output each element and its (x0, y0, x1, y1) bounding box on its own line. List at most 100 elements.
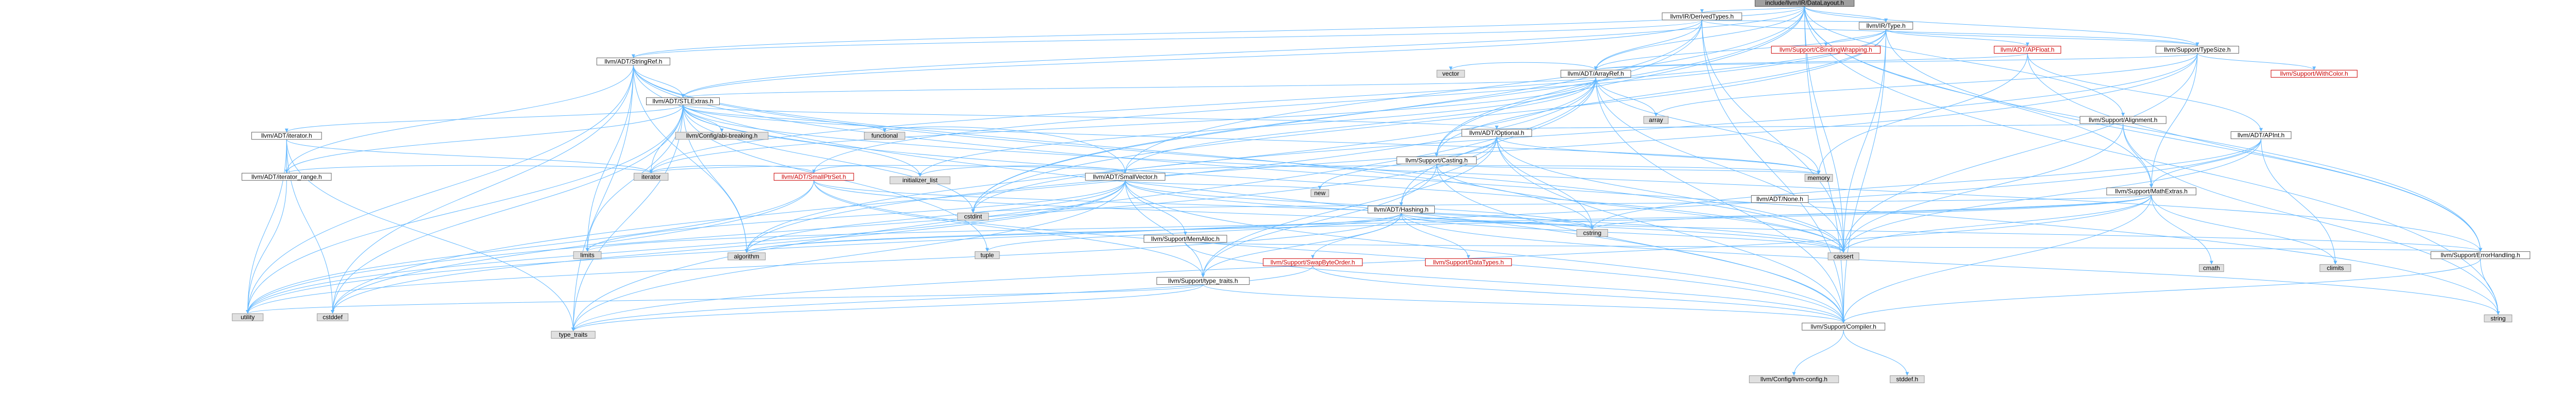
node-label: string (2490, 315, 2505, 322)
node-llvmconfig[interactable]: llvm/Config/llvm-config.h (1749, 376, 1839, 383)
node-label: llvm/Support/MathExtras.h (2115, 188, 2188, 195)
node-iterator_std[interactable]: iterator (634, 173, 668, 180)
node-tuple[interactable]: tuple (975, 252, 999, 259)
edge-mathextras-to-climits (2151, 195, 2335, 265)
node-hashing[interactable]: llvm/ADT/Hashing.h (1368, 206, 1434, 213)
node-array[interactable]: array (1643, 116, 1668, 124)
node-utility[interactable]: utility (232, 314, 263, 321)
node-typetraits[interactable]: llvm/Support/type_traits.h (1157, 278, 1249, 285)
node-arrayref[interactable]: llvm/ADT/ArrayRef.h (1561, 70, 1631, 77)
edge-typetraits-to-compiler (1203, 285, 1843, 323)
node-apint[interactable]: llvm/ADT/APInt.h (2231, 132, 2291, 139)
node-compiler[interactable]: llvm/Support/Compiler.h (1802, 323, 1885, 330)
node-label: llvm/ADT/Hashing.h (1374, 206, 1429, 213)
node-limits[interactable]: limits (573, 252, 601, 259)
edge-root-to-irtype (1805, 6, 1886, 22)
edge-root-to-errhandling (1805, 6, 2481, 251)
node-smallvector[interactable]: llvm/ADT/SmallVector.h (1086, 173, 1165, 180)
edge-arrayref-to-array (1596, 77, 1656, 116)
node-label: llvm/Support/WithColor.h (2280, 70, 2348, 77)
edge-apfloat-to-memory (1819, 54, 2027, 175)
node-cstddef[interactable]: cstddef (317, 314, 348, 321)
node-label: llvm/Support/SwapByteOrder.h (1270, 258, 1355, 266)
node-optional[interactable]: llvm/ADT/Optional.h (1462, 129, 1532, 136)
edge-stringref-to-cstddef (333, 65, 634, 314)
node-cstring[interactable]: cstring (1577, 229, 1608, 236)
node-typesize[interactable]: llvm/Support/TypeSize.h (2156, 46, 2239, 54)
node-label: cstdint (964, 213, 982, 220)
node-stringref[interactable]: llvm/ADT/StringRef.h (597, 58, 670, 65)
node-climits[interactable]: climits (2320, 265, 2351, 272)
edge-hashing-to-tuple (987, 213, 1401, 252)
edge-apint-to-utility (248, 139, 2261, 314)
node-cmath[interactable]: cmath (2199, 265, 2224, 272)
node-casting[interactable]: llvm/Support/Casting.h (1397, 157, 1477, 164)
node-cstdint[interactable]: cstdint (958, 213, 989, 220)
node-algorithm[interactable]: algorithm (728, 253, 766, 260)
edge-casting-to-cassert (1436, 164, 1843, 252)
node-label: stddef.h (1896, 376, 1919, 383)
node-label: llvm/ADT/iterator_range.h (251, 173, 322, 180)
edge-derived-to-stlextras (683, 20, 1702, 98)
node-derived[interactable]: llvm/IR/DerivedTypes.h (1662, 13, 1742, 20)
edge-smallvector-to-memory (1125, 166, 1819, 175)
node-type_traits[interactable]: type_traits (551, 331, 595, 338)
node-cfgabi[interactable]: llvm/Config/abi-breaking.h (675, 132, 768, 140)
node-errhandling[interactable]: llvm/Support/ErrorHandling.h (2431, 252, 2530, 259)
node-smallptrset[interactable]: llvm/ADT/SmallPtrSet.h (774, 173, 854, 180)
node-vector[interactable]: vector (1437, 70, 1465, 77)
node-initlist[interactable]: initializer_list (890, 177, 950, 184)
node-memalloc[interactable]: llvm/Support/MemAlloc.h (1144, 235, 1227, 243)
node-label: llvm/Support/DataTypes.h (1433, 258, 1504, 266)
node-datatypes[interactable]: llvm/Support/DataTypes.h (1426, 258, 1512, 266)
node-label: llvm/ADT/ArrayRef.h (1568, 70, 1624, 77)
node-withcolor[interactable]: llvm/Support/WithColor.h (2271, 70, 2357, 77)
node-functional[interactable]: functional (865, 132, 905, 140)
edge-stlextras-to-algorithm (683, 105, 747, 253)
node-label: cmath (2203, 265, 2220, 272)
edge-apfloat-to-errhandling (2027, 54, 2480, 252)
edge-smallvector-to-iterator_std (651, 165, 1125, 173)
node-alignment[interactable]: llvm/Support/Alignment.h (2080, 116, 2166, 124)
edge-irtype-to-compiler (1843, 29, 1886, 323)
node-label: llvm/Support/Casting.h (1405, 157, 1468, 164)
node-memory[interactable]: memory (1805, 175, 1833, 182)
node-label: functional (871, 132, 897, 140)
node-cassert[interactable]: cassert (1828, 253, 1859, 260)
node-label: llvm/IR/DerivedTypes.h (1670, 13, 1734, 20)
node-stlextras[interactable]: llvm/ADT/STLExtras.h (647, 98, 720, 105)
edge-iterrange-to-iterator_std (286, 165, 651, 173)
edge-mathextras-to-compiler (1843, 195, 2151, 323)
node-label: llvm/Support/type_traits.h (1168, 278, 1238, 285)
node-label: llvm/Support/ErrorHandling.h (2441, 252, 2520, 259)
edge-derived-to-typesize (1702, 20, 2198, 46)
edge-irtype-to-cstdint (973, 29, 1886, 213)
node-mathextras[interactable]: llvm/Support/MathExtras.h (2107, 188, 2196, 195)
node-root[interactable]: include/llvm/IR/DataLayout.h (1755, 0, 1854, 6)
node-label: llvm/ADT/iterator.h (261, 132, 312, 140)
node-label: llvm/ADT/STLExtras.h (653, 98, 714, 105)
node-irtype[interactable]: llvm/IR/Type.h (1859, 22, 1913, 29)
edge-stringref-to-iterrange (286, 65, 633, 173)
edge-irtype-to-errhandling (1886, 29, 2481, 252)
edge-apint-to-mathextras (2151, 139, 2261, 188)
edge-compiler-to-stddef (1843, 330, 1907, 375)
node-nonetag[interactable]: llvm/ADT/None.h (1751, 196, 1808, 203)
node-label: tuple (980, 252, 994, 259)
edge-typesize-to-withcolor (2197, 54, 2314, 71)
edge-hashing-to-swapbyte (1313, 213, 1401, 258)
node-new[interactable]: new (1311, 189, 1329, 197)
node-string[interactable]: string (2484, 315, 2512, 322)
node-label: new (1314, 189, 1326, 197)
edge-arrayref-to-initlist (920, 77, 1596, 177)
node-cbinding[interactable]: llvm/Support/CBindingWrapping.h (1771, 46, 1880, 54)
node-label: algorithm (734, 253, 759, 260)
edge-swapbyte-to-type_traits (573, 266, 1313, 331)
edge-mathextras-to-algorithm (747, 195, 2151, 253)
node-swapbyte[interactable]: llvm/Support/SwapByteOrder.h (1263, 258, 1362, 266)
node-label: llvm/ADT/SmallPtrSet.h (782, 173, 846, 180)
node-iterator[interactable]: llvm/ADT/iterator.h (251, 132, 321, 140)
node-apfloat[interactable]: llvm/ADT/APFloat.h (1994, 46, 2061, 54)
node-iterrange[interactable]: llvm/ADT/iterator_range.h (242, 173, 331, 180)
node-stddef[interactable]: stddef.h (1890, 376, 1924, 383)
